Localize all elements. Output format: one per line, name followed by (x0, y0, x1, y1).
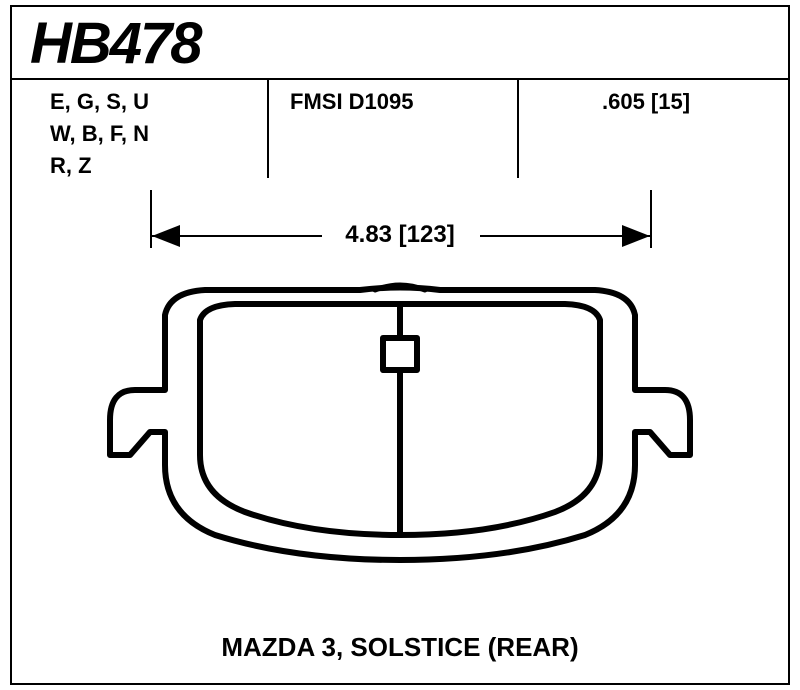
thickness-value: .605 [15] (602, 86, 690, 118)
info-separator-2 (517, 78, 519, 178)
compound-codes: E, G, S, UW, B, F, NR, Z (50, 86, 149, 182)
dimension-label-row: 4.83 [123] (0, 221, 800, 249)
dimension-label: 4.83 [123] (337, 221, 462, 249)
info-row: E, G, S, UW, B, F, NR, Z FMSI D1095 .605… (12, 78, 788, 178)
brake-pad-drawing (105, 280, 695, 570)
info-separator-1 (267, 78, 269, 178)
part-number: HB478 (30, 10, 201, 77)
application-label: MAZDA 3, SOLSTICE (REAR) (0, 632, 800, 663)
fmsi-code: FMSI D1095 (290, 86, 414, 118)
